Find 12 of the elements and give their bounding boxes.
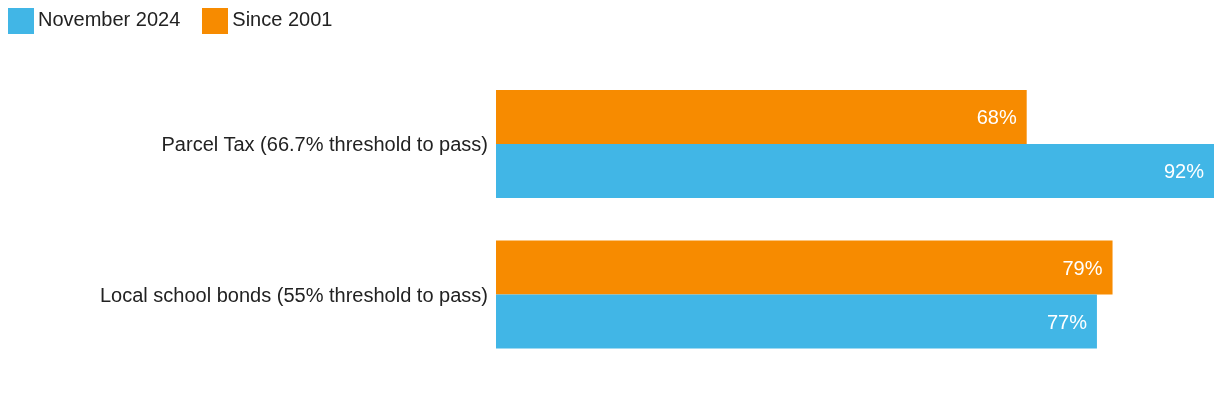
data-label: 68% xyxy=(976,106,1017,129)
data-label: 79% xyxy=(1062,256,1103,279)
bar xyxy=(496,144,1214,198)
y-tick-label: Parcel Tax (66.7% threshold to pass) xyxy=(161,133,488,156)
bar xyxy=(496,240,1113,295)
legend-label: Since 2001 xyxy=(232,8,333,31)
bar xyxy=(496,90,1027,144)
legend-label: November 2024 xyxy=(38,8,181,31)
y-tick-label: Local school bonds (55% threshold to pass) xyxy=(99,283,488,306)
bar xyxy=(496,294,1097,349)
data-label: 92% xyxy=(1163,160,1205,183)
data-label: 77% xyxy=(1046,310,1088,333)
